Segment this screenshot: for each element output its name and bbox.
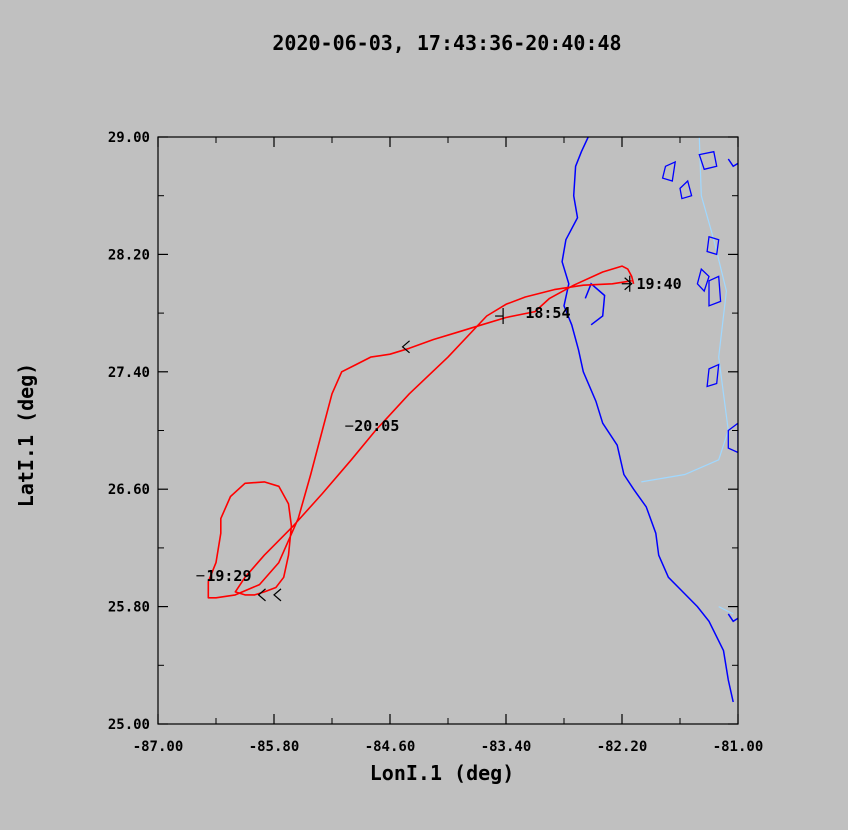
- lake-outline: [696, 267, 710, 293]
- lake-outline: [727, 422, 738, 454]
- track-layer: [207, 265, 635, 599]
- y-tick-label: 25.80: [108, 600, 150, 616]
- time-label: 19:29: [206, 567, 251, 585]
- y-tick-label: 27.40: [108, 365, 150, 381]
- x-tick-label: -82.20: [597, 739, 648, 755]
- lake-outline: [698, 150, 718, 171]
- state-border: [718, 606, 734, 615]
- plot-frame: [157, 136, 739, 725]
- coastline: [727, 613, 738, 623]
- direction-arrow-icon: [257, 588, 266, 602]
- x-tick-label: -83.40: [481, 739, 532, 755]
- y-axis-label: LatI.1 (deg): [14, 363, 38, 508]
- x-tick-label: -87.00: [133, 739, 184, 755]
- x-axis-label: LonI.1 (deg): [370, 761, 515, 785]
- coastline: [561, 137, 734, 703]
- lake-outline: [679, 179, 693, 200]
- lake-outline: [706, 363, 720, 388]
- x-tick-label: -85.80: [249, 739, 300, 755]
- time-label: 20:05: [354, 417, 399, 435]
- lake-outline: [706, 235, 720, 256]
- direction-arrow-icon: [401, 340, 410, 354]
- time-label: 19:40: [637, 275, 682, 293]
- axes: -87.00 -85.80 -84.60 -83.40 -82.20 -81.00 25.0…: [108, 130, 763, 755]
- direction-arrow-icon: [273, 588, 282, 602]
- map-layer: [561, 137, 738, 703]
- flight-track-line: [207, 265, 635, 599]
- coastline: [727, 158, 738, 168]
- x-tick-label: -84.60: [365, 739, 416, 755]
- y-tick-label: 26.60: [108, 482, 150, 498]
- y-tick-label: 28.20: [108, 247, 150, 263]
- y-tick-label: 25.00: [108, 717, 150, 733]
- state-border: [641, 137, 729, 483]
- direction-arrow-icon: [624, 277, 633, 291]
- time-label: 18:54: [525, 304, 570, 322]
- chart-title: 2020-06-03, 17:43:36-20:40:48: [272, 31, 621, 55]
- lake-outline: [661, 160, 677, 182]
- lake-outline: [708, 275, 722, 307]
- annotation-layer: 19:40 18:54 20:05 19:29: [196, 275, 682, 602]
- y-tick-label: 29.00: [108, 130, 150, 146]
- coastline: [584, 282, 606, 326]
- x-tick-label: -81.00: [713, 739, 764, 755]
